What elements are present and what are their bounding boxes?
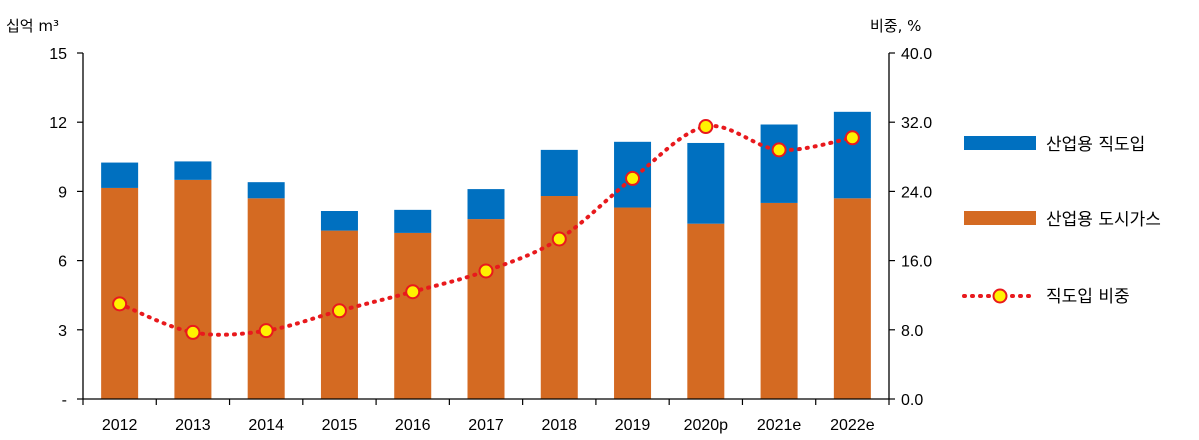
ratio-point-2013 <box>185 324 201 340</box>
ratio-point-2015 <box>331 303 347 319</box>
ratio-point-2020p <box>698 119 714 135</box>
x-tick-label-2020p: 2020p <box>684 417 729 434</box>
x-tick-label-2019: 2019 <box>615 417 651 434</box>
right-tick-label: 16.0 <box>901 254 932 271</box>
ratio-point-2022e <box>844 130 860 146</box>
left-axis-unit: 십억 m³ <box>6 17 59 35</box>
x-tick-label-2018: 2018 <box>541 417 577 434</box>
x-tick-label-2013: 2013 <box>175 417 211 434</box>
legend-label-city-gas: 산업용 도시가스 <box>1046 210 1161 230</box>
bar-city-gas-2013 <box>174 179 212 399</box>
bar-direct-2013 <box>174 161 212 180</box>
legend-swatch-city-gas <box>964 211 1036 225</box>
bar-direct-2022e <box>833 111 871 199</box>
bar-direct-2020p <box>687 142 725 224</box>
legend-label-direct: 산업용 직도입 <box>1046 135 1145 155</box>
ratio-point-2019 <box>625 170 641 186</box>
bar-city-gas-2020p <box>687 223 725 399</box>
x-tick-label-2012: 2012 <box>102 417 138 434</box>
ratio-point-2017 <box>478 263 494 279</box>
bar-direct-2017 <box>467 189 505 220</box>
left-tick-label: 12 <box>49 115 67 132</box>
right-tick-label: 32.0 <box>901 115 932 132</box>
bar-city-gas-2014 <box>247 198 285 399</box>
left-tick-label: 15 <box>49 46 67 63</box>
right-tick-label: 40.0 <box>901 46 932 63</box>
bar-city-gas-2017 <box>467 219 505 399</box>
bar-direct-2018 <box>540 149 578 197</box>
bar-city-gas-2019 <box>614 207 652 399</box>
left-tick-label: 3 <box>58 323 67 340</box>
ratio-point-2014 <box>258 323 274 339</box>
legend-marker-ratio <box>992 288 1008 304</box>
x-tick-label-2015: 2015 <box>322 417 358 434</box>
right-tick-label: 0.0 <box>901 392 923 409</box>
x-tick-label-2016: 2016 <box>395 417 431 434</box>
legend-label-ratio: 직도입 비중 <box>1046 287 1130 307</box>
x-tick-label-2014: 2014 <box>248 417 284 434</box>
ratio-line-group <box>112 119 860 340</box>
bar-direct-2016 <box>394 209 432 233</box>
x-tick-label-2017: 2017 <box>468 417 504 434</box>
x-tick-label-2021e: 2021e <box>757 417 802 434</box>
left-tick-label: - <box>62 392 67 409</box>
x-tick-label-2022e: 2022e <box>830 417 875 434</box>
bar-city-gas-2018 <box>540 196 578 399</box>
bar-city-gas-2012 <box>101 187 139 399</box>
bar-direct-2014 <box>247 182 285 199</box>
left-tick-label: 9 <box>58 184 67 201</box>
bars-group <box>101 111 871 399</box>
ratio-point-2018 <box>551 231 567 247</box>
bar-direct-2015 <box>320 211 358 231</box>
right-tick-label: 8.0 <box>901 323 923 340</box>
ratio-point-2012 <box>112 296 128 312</box>
bar-city-gas-2021e <box>760 202 798 399</box>
bar-direct-2021e <box>760 124 798 203</box>
axes-group <box>77 52 895 405</box>
bar-city-gas-2022e <box>833 198 871 399</box>
tick-labels-group: 15 40.0 12 32.0 9 24.0 6 16.0 3 8.0 - 0.0 2012 2013 20… <box>49 46 932 434</box>
left-tick-label: 6 <box>58 254 67 271</box>
legend: 산업용 직도입 산업용 도시가스 직도입 비중 <box>962 135 1161 307</box>
bar-direct-2012 <box>101 162 139 188</box>
bar-city-gas-2016 <box>394 232 432 399</box>
ratio-point-2016 <box>405 284 421 300</box>
ratio-point-2021e <box>771 142 787 158</box>
right-tick-label: 24.0 <box>901 184 932 201</box>
legend-swatch-direct <box>964 136 1036 150</box>
right-axis-unit: 비중, % <box>870 17 921 35</box>
